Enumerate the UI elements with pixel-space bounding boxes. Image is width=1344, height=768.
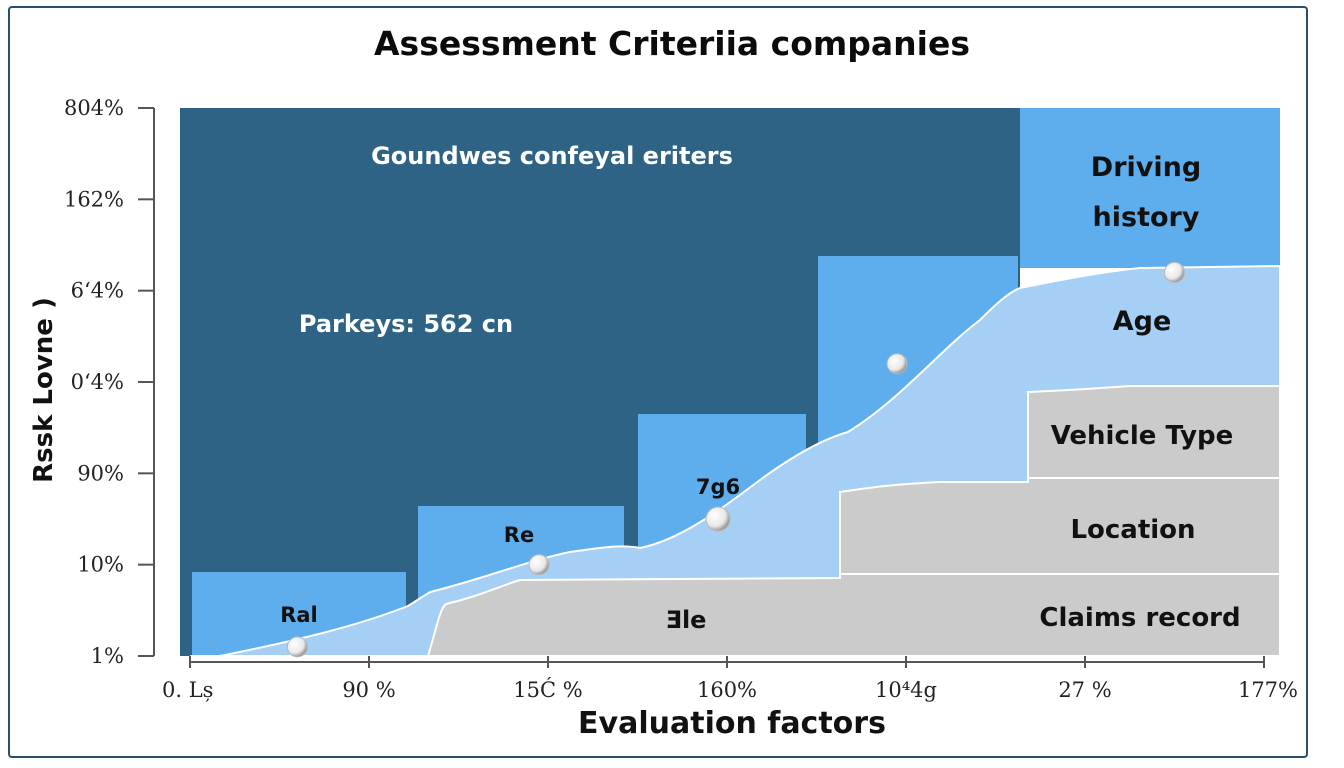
annotation-bottom-center: Ǝle bbox=[666, 606, 707, 634]
chart-title: Assessment Criteriia companies bbox=[374, 24, 970, 63]
annotation-mid-left: Parkeys: 562 cn bbox=[299, 310, 513, 338]
data-point bbox=[886, 353, 908, 375]
y-tick-label: 0‘4% bbox=[71, 370, 124, 394]
y-tick-label: 1% bbox=[91, 644, 124, 668]
y-tick-label: 804% bbox=[64, 96, 124, 120]
bar-driving-history bbox=[1020, 108, 1280, 268]
y-tick-label: 90% bbox=[77, 461, 124, 485]
y-tick-label: 10% bbox=[77, 553, 124, 577]
category-label-location: Location bbox=[1070, 515, 1195, 545]
data-point bbox=[705, 506, 731, 532]
x-tick-label: 0. Lș bbox=[162, 678, 213, 702]
x-tick-label: 27 % bbox=[1058, 678, 1111, 702]
annotation-top-left: Goundwes confeyal eriters bbox=[371, 142, 733, 170]
annotation-step-2: Re bbox=[504, 523, 534, 547]
annotation-step-3: 7g6 bbox=[696, 475, 740, 499]
data-point bbox=[528, 554, 550, 576]
area-gray bbox=[426, 385, 1281, 657]
annotation-step-1: Ral bbox=[280, 603, 318, 627]
category-label-vehicle-type: Vehicle Type bbox=[1051, 421, 1234, 451]
data-point bbox=[1164, 261, 1185, 283]
x-axis-label: Evaluation factors bbox=[578, 706, 886, 741]
x-tick-label: 10⁴4g bbox=[875, 678, 937, 702]
x-tick-label: 90 % bbox=[342, 678, 395, 702]
y-tick-label: 162% bbox=[64, 187, 124, 211]
category-label-driving-history: Driving history bbox=[1091, 152, 1201, 233]
category-label-age: Age bbox=[1113, 306, 1172, 337]
data-point bbox=[286, 636, 308, 658]
x-tick-label: 160% bbox=[697, 678, 757, 702]
x-tick-label: 177% bbox=[1238, 678, 1298, 702]
x-tick-label: 15Ć % bbox=[513, 677, 582, 702]
category-label-claims-record: Claims record bbox=[1039, 603, 1240, 633]
y-tick-label: 6‘4% bbox=[71, 279, 124, 303]
